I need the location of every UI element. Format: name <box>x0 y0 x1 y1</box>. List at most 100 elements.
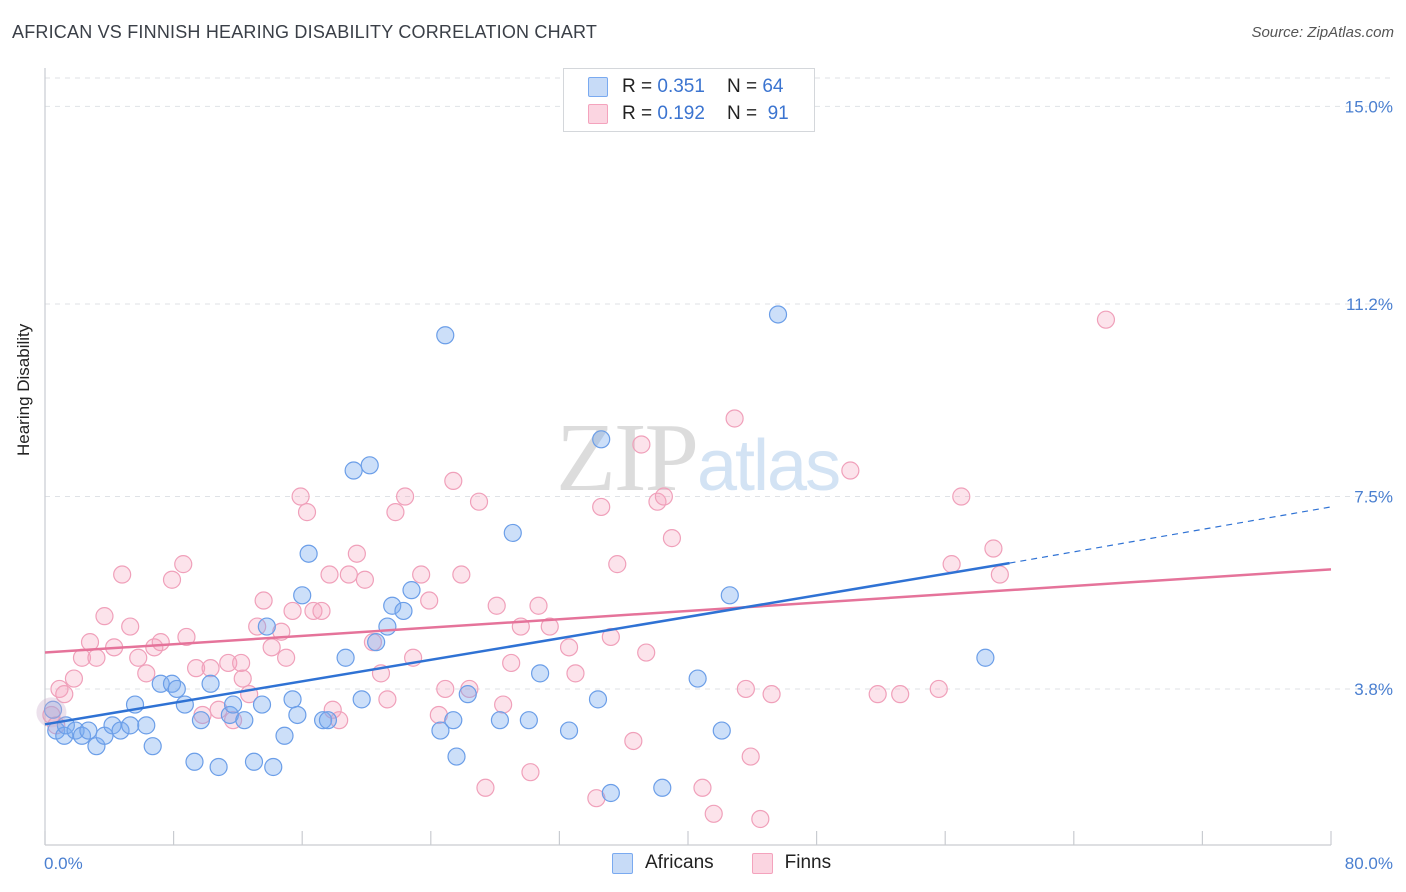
finns-point <box>868 685 887 704</box>
finns-point <box>529 596 548 615</box>
finns-point <box>452 565 471 584</box>
finns-point <box>420 591 439 610</box>
finns-point <box>312 601 331 621</box>
finns-point <box>502 653 521 673</box>
africans-point <box>402 581 421 600</box>
africans-point <box>162 674 182 693</box>
finns-point <box>177 627 196 647</box>
africans-trendline <box>44 561 1010 726</box>
finns-point <box>632 435 651 454</box>
africans-point <box>264 757 283 777</box>
finns-point <box>339 565 358 584</box>
africans-point <box>431 721 450 740</box>
x-tick-label: 80.0% <box>1345 854 1393 873</box>
finns-point <box>693 778 712 797</box>
finns-point <box>487 596 506 615</box>
finns-point <box>624 731 643 751</box>
africans-legend-swatch <box>612 852 633 874</box>
finns-point <box>942 555 961 574</box>
africans-point <box>436 326 455 345</box>
finns-point <box>232 653 251 673</box>
finns-points <box>42 310 1116 829</box>
finns-point <box>891 685 910 704</box>
finns-point <box>608 555 627 574</box>
finns-point <box>704 804 723 823</box>
n-value-africans: 64 <box>762 76 784 97</box>
finns-point <box>469 492 489 511</box>
africans-point <box>592 430 611 449</box>
legend-row-finns: R = 0.192 N = 91 <box>588 101 789 127</box>
africans-point <box>223 695 243 714</box>
finns-point <box>95 607 114 626</box>
finns-point <box>929 679 948 699</box>
finns-point <box>277 648 296 667</box>
finns-point <box>841 461 860 480</box>
africans-legend-label: Africans <box>645 852 714 873</box>
finns-point <box>566 664 585 683</box>
legend-row-africans: R = 0.351 N = 64 <box>588 74 783 100</box>
africans-point <box>313 711 333 730</box>
finns-swatch <box>588 104 608 124</box>
finns-point <box>297 503 317 522</box>
series-legend: Africans Finns <box>612 852 831 874</box>
africans-point <box>352 690 371 709</box>
trendlines <box>44 506 1332 726</box>
finns-point <box>162 570 182 589</box>
finns-point <box>990 565 1009 584</box>
y-tick-label: 15.0% <box>1345 97 1393 116</box>
finns-point <box>137 664 156 683</box>
africans-point <box>367 633 386 652</box>
africans-point <box>378 617 397 636</box>
axes <box>44 68 1332 846</box>
africans-point <box>601 783 620 803</box>
africans-points <box>36 305 995 803</box>
finns-point <box>662 529 682 548</box>
finns-point <box>476 778 495 797</box>
africans-point <box>143 737 162 756</box>
finns-point <box>219 653 238 673</box>
africans-point <box>191 711 211 730</box>
finns-point <box>129 648 148 667</box>
n-label: N = <box>726 76 758 97</box>
finns-point <box>395 487 415 506</box>
tick-labels: 3.8% 7.5% 11.2% 15.0% 0.0% 80.0% <box>44 97 1393 873</box>
finns-point <box>291 487 310 506</box>
finns-point <box>347 544 366 563</box>
africans-point <box>209 757 228 777</box>
correlation-legend: R = 0.351 N = 64 R = 0.192 N = 91 <box>563 68 815 132</box>
africans-point <box>201 674 220 693</box>
africans-point <box>283 690 302 709</box>
africans-point <box>653 778 672 797</box>
gridlines <box>45 77 1392 690</box>
africans-point <box>588 690 608 709</box>
africans-point <box>235 711 254 730</box>
zipatlas-watermark: ZIPatlas <box>556 400 841 514</box>
r-value-finns: 0.192 <box>657 103 705 124</box>
africans-point <box>185 752 204 771</box>
finns-point <box>87 648 106 667</box>
africans-point <box>43 700 63 719</box>
finns-point <box>592 497 611 517</box>
finns-point <box>601 627 620 647</box>
finns-point <box>540 617 559 636</box>
finns-point <box>174 555 193 574</box>
africans-point <box>447 747 466 766</box>
finns-legend-swatch <box>751 852 773 874</box>
africans-point <box>458 685 477 704</box>
r-value-africans: 0.351 <box>657 76 705 97</box>
finns-point <box>751 809 770 829</box>
africans-point <box>137 716 156 735</box>
finns-point <box>248 617 267 636</box>
africans-point <box>121 716 140 735</box>
finns-point <box>444 471 463 491</box>
africans-swatch <box>588 77 608 97</box>
watermark-atlas: atlas <box>697 426 841 506</box>
finns-point <box>262 638 281 657</box>
africans-point <box>299 544 318 563</box>
africans-point <box>519 711 538 730</box>
africans-point <box>712 721 731 740</box>
africans-point <box>976 648 995 667</box>
africans-point <box>111 721 130 740</box>
africans-trendline-extension <box>1009 506 1332 564</box>
finns-point <box>736 679 755 699</box>
